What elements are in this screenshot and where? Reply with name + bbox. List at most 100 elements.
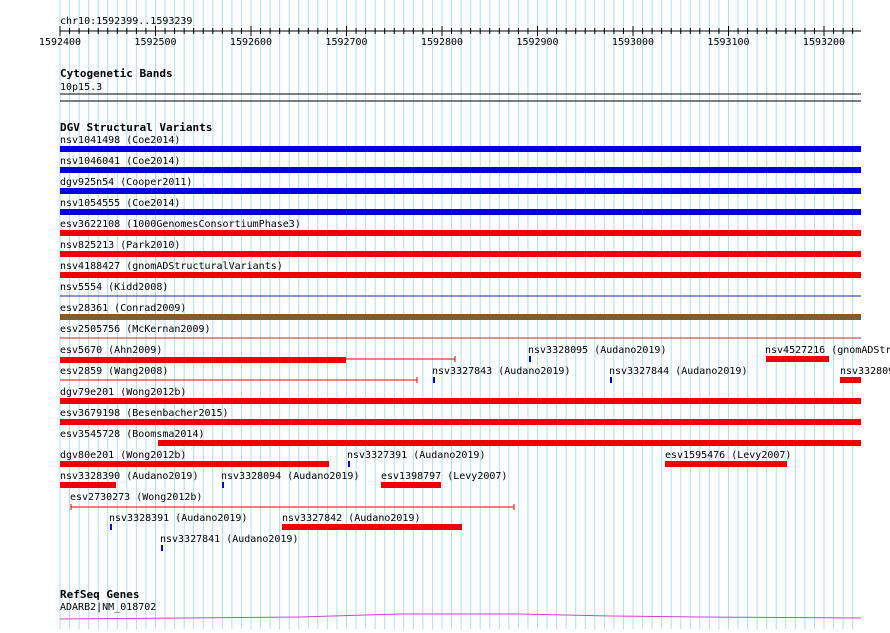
variant-feature[interactable]: nsv3327841 (Audano2019) <box>160 534 298 551</box>
ruler-tick-label: 1592700 <box>325 37 367 48</box>
variant-label: esv2505756 (McKernan2009) <box>60 324 211 335</box>
variant-bar[interactable] <box>60 167 861 173</box>
variant-bar[interactable] <box>60 461 329 467</box>
gene-transcript-line[interactable] <box>59 613 862 620</box>
position-label: chr10:1592399..1593239 <box>60 16 192 27</box>
variant-label: nsv3327843 (Audano2019) <box>432 366 570 377</box>
variant-marker[interactable] <box>161 545 163 551</box>
ruler-track: chr10:1592399..1593239 1592400 1592500 159… <box>39 16 861 48</box>
variant-feature[interactable]: esv2730273 (Wong2012b) <box>70 492 515 510</box>
variant-label: nsv3328390 (Audano2019) <box>60 471 198 482</box>
variant-bar[interactable] <box>60 482 116 488</box>
variant-feature[interactable]: dgv80e201 (Wong2012b) <box>60 450 329 467</box>
variant-marker[interactable] <box>433 377 435 383</box>
variant-row[interactable]: nsv4188427 (gnomADStructuralVariants) <box>60 261 861 278</box>
variant-bar[interactable] <box>60 314 861 320</box>
variant-feature[interactable]: esv5670 (Ahn2009) <box>60 345 456 363</box>
variant-label: nsv3327842 (Audano2019) <box>282 513 420 524</box>
gene-label: ADARB2|NM_018702 <box>60 602 156 613</box>
dgv-feature-rows: esv5670 (Ahn2009) nsv3328095 (Audano2019)… <box>60 345 890 551</box>
variant-feature[interactable]: esv3545728 (Boomsma2014) <box>60 429 861 446</box>
variant-feature[interactable]: nsv3327391 (Audano2019) <box>347 450 485 467</box>
variant-bar[interactable] <box>766 356 829 362</box>
variant-row[interactable]: esv28361 (Conrad2009) <box>60 303 861 320</box>
variant-feature[interactable]: esv1398797 (Levy2007) <box>381 471 507 488</box>
variant-bar[interactable] <box>158 440 861 446</box>
variant-row[interactable]: nsv1046041 (Coe2014) <box>60 156 861 173</box>
refseq-track: RefSeq Genes ADARB2|NM_018702 <box>59 588 862 620</box>
ruler-tick-label: 1592400 <box>39 37 81 48</box>
variant-feature[interactable]: nsv3327842 (Audano2019) <box>282 513 462 530</box>
variant-feature[interactable]: nsv3327844 (Audano2019) <box>609 366 747 383</box>
variant-label: esv28361 (Conrad2009) <box>60 303 186 314</box>
variant-label: dgv925n54 (Cooper2011) <box>60 177 192 188</box>
variant-feature[interactable]: dgv79e201 (Wong2012b) <box>60 387 861 404</box>
variant-label: nsv332809 <box>840 366 890 377</box>
ruler-tick-label: 1593000 <box>612 37 654 48</box>
variant-bar[interactable] <box>60 398 861 404</box>
variant-label: esv1595476 (Levy2007) <box>665 450 791 461</box>
variant-marker[interactable] <box>222 482 224 488</box>
variant-row[interactable]: nsv1054555 (Coe2014) <box>60 198 861 215</box>
variant-bar[interactable] <box>840 377 861 383</box>
dgv-track: DGV Structural Variants nsv1041498 (Coe2… <box>60 121 890 551</box>
variant-feature[interactable]: esv3679198 (Besenbacher2015) <box>60 408 861 425</box>
ruler-tick-label: 1592500 <box>134 37 176 48</box>
variant-label: nsv5554 (Kidd2008) <box>60 282 168 293</box>
variant-label: nsv3328094 (Audano2019) <box>221 471 359 482</box>
variant-feature[interactable]: nsv332809 <box>840 366 890 383</box>
variant-row[interactable]: esv2505756 (McKernan2009) <box>60 324 861 339</box>
variant-marker[interactable] <box>610 377 612 383</box>
variant-feature[interactable]: nsv3328390 (Audano2019) <box>60 471 198 488</box>
variant-bar[interactable] <box>282 524 462 530</box>
variant-bar[interactable] <box>60 146 861 152</box>
variant-label: nsv3327844 (Audano2019) <box>609 366 747 377</box>
variant-label: esv2859 (Wang2008) <box>60 366 168 377</box>
variant-marker[interactable] <box>529 356 531 362</box>
dgv-track-title: DGV Structural Variants <box>60 121 212 134</box>
variant-bar[interactable] <box>60 357 346 363</box>
variant-label: esv2730273 (Wong2012b) <box>70 492 202 503</box>
variant-bar[interactable] <box>60 209 861 215</box>
variant-bar[interactable] <box>60 272 861 278</box>
variant-feature[interactable]: esv2859 (Wang2008) <box>60 366 418 383</box>
variant-marker[interactable] <box>348 461 350 467</box>
variant-bar[interactable] <box>665 461 787 467</box>
variant-feature[interactable]: nsv3328094 (Audano2019) <box>221 471 359 488</box>
variant-label: dgv79e201 (Wong2012b) <box>60 387 186 398</box>
ruler-tick-label: 1593100 <box>707 37 749 48</box>
variant-label: nsv4527216 (gnomADStr <box>765 345 890 356</box>
variant-feature[interactable]: nsv3327843 (Audano2019) <box>432 366 570 383</box>
variant-row[interactable]: nsv1041498 (Coe2014) <box>60 135 861 152</box>
cytoband-track[interactable]: Cytogenetic Bands 10p15.3 <box>60 67 861 95</box>
variant-label: nsv4188427 (gnomADStructuralVariants) <box>60 261 283 272</box>
variant-bar[interactable] <box>381 482 441 488</box>
variant-feature[interactable]: nsv3328095 (Audano2019) <box>528 345 666 362</box>
ruler-ticks: 1592400 1592500 1592600 1592700 1592800 15929… <box>39 26 854 48</box>
variant-bar[interactable] <box>60 251 861 257</box>
variant-row[interactable]: nsv825213 (Park2010) <box>60 240 861 257</box>
ruler-tick-label: 1593200 <box>803 37 845 48</box>
variant-row[interactable]: esv3622108 (1000GenomesConsortiumPhase3) <box>60 219 861 236</box>
variant-label: nsv3328391 (Audano2019) <box>109 513 247 524</box>
variant-label: nsv825213 (Park2010) <box>60 240 180 251</box>
variant-bar[interactable] <box>60 419 861 425</box>
variant-bar[interactable] <box>60 230 861 236</box>
variant-label: esv3545728 (Boomsma2014) <box>60 429 205 440</box>
variant-label: nsv3328095 (Audano2019) <box>528 345 666 356</box>
variant-bar[interactable] <box>60 188 861 194</box>
ruler-tick-label: 1592600 <box>230 37 272 48</box>
variant-label: esv1398797 (Levy2007) <box>381 471 507 482</box>
variant-marker[interactable] <box>110 524 112 530</box>
variant-feature[interactable]: nsv4527216 (gnomADStr <box>765 345 890 362</box>
variant-row[interactable]: nsv5554 (Kidd2008) <box>60 282 861 297</box>
ruler-tick-label: 1592900 <box>516 37 558 48</box>
variant-row[interactable]: dgv925n54 (Cooper2011) <box>60 177 861 194</box>
cytoband-track-title: Cytogenetic Bands <box>60 67 173 80</box>
variant-label: esv5670 (Ahn2009) <box>60 345 162 356</box>
variant-feature[interactable]: nsv3328391 (Audano2019) <box>109 513 247 530</box>
variant-label: nsv3327391 (Audano2019) <box>347 450 485 461</box>
variant-feature[interactable]: esv1595476 (Levy2007) <box>665 450 791 467</box>
